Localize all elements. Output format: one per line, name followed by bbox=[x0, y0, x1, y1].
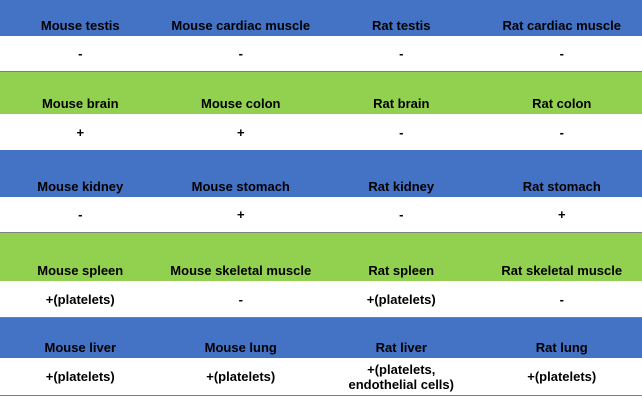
table-header-cell: Rat skeletal muscle bbox=[501, 263, 623, 278]
table-header-cell: Rat testis bbox=[371, 18, 431, 33]
table-cell: - bbox=[399, 207, 404, 222]
table-header-cell: Mouse stomach bbox=[191, 179, 290, 194]
table-header-row: Mouse testis Mouse cardiac muscle Rat te… bbox=[0, 0, 642, 36]
table-cell: - bbox=[559, 124, 564, 140]
table-cell: - bbox=[399, 124, 404, 140]
table-cell: - bbox=[559, 291, 564, 307]
table-cell: - bbox=[238, 46, 243, 61]
table-row: - + - + bbox=[0, 197, 642, 233]
table-row: - - - - bbox=[0, 36, 642, 72]
table-header-cell: Mouse kidney bbox=[37, 179, 124, 194]
table-header-cell: Mouse lung bbox=[204, 340, 277, 355]
table-header-row: Mouse kidney Mouse stomach Rat kidney Ra… bbox=[0, 150, 642, 197]
table-header-row: Mouse spleen Mouse skeletal muscle Rat s… bbox=[0, 233, 642, 281]
table-header-row: Mouse liver Mouse lung Rat liver Rat lun… bbox=[0, 318, 642, 358]
table-header-cell: Mouse liver bbox=[44, 340, 117, 355]
table-cell: + bbox=[76, 124, 85, 140]
table-cell: + bbox=[236, 207, 245, 222]
table-row: +(platelets) +(platelets) +(platelets, e… bbox=[0, 358, 642, 396]
table-header-cell: Rat spleen bbox=[368, 263, 435, 278]
table-header-cell: Rat brain bbox=[373, 96, 430, 111]
table-header-cell: Mouse testis bbox=[40, 18, 120, 33]
table-cell: +(platelets) bbox=[206, 369, 276, 384]
table-cell: + bbox=[236, 124, 245, 140]
table-cell: +(platelets) bbox=[45, 369, 115, 384]
table-header-cell: Rat lung bbox=[535, 340, 588, 355]
table-cell: +(platelets) bbox=[527, 369, 597, 384]
table-cell: - bbox=[78, 207, 83, 222]
table-header-cell: Mouse spleen bbox=[37, 263, 124, 278]
table-header-cell: Mouse brain bbox=[41, 96, 119, 111]
table-header-cell: Mouse colon bbox=[201, 96, 281, 111]
table-cell: +(platelets) bbox=[45, 291, 115, 307]
table-header-cell: Mouse skeletal muscle bbox=[170, 263, 312, 278]
table-cell: - bbox=[78, 46, 83, 61]
table-cell: +(platelets, endothelial cells) bbox=[348, 361, 454, 392]
table-header-cell: Rat liver bbox=[375, 340, 427, 355]
table-header-cell: Rat stomach bbox=[522, 179, 601, 194]
table-header-cell: Mouse cardiac muscle bbox=[171, 18, 311, 33]
table-header-cell: Rat kidney bbox=[368, 179, 435, 194]
table-row: +(platelets) - +(platelets) - bbox=[0, 281, 642, 318]
table-cell: - bbox=[399, 46, 404, 61]
table-header-cell: Rat cardiac muscle bbox=[502, 18, 621, 33]
table-header-cell: Rat colon bbox=[532, 96, 592, 111]
table-row: + + - - bbox=[0, 114, 642, 150]
table-cell: + bbox=[557, 207, 566, 222]
table-cell: - bbox=[559, 46, 564, 61]
table-cell: +(platelets) bbox=[366, 291, 436, 307]
table-cell: - bbox=[238, 291, 243, 307]
table-header-row: Mouse brain Mouse colon Rat brain Rat co… bbox=[0, 72, 642, 114]
